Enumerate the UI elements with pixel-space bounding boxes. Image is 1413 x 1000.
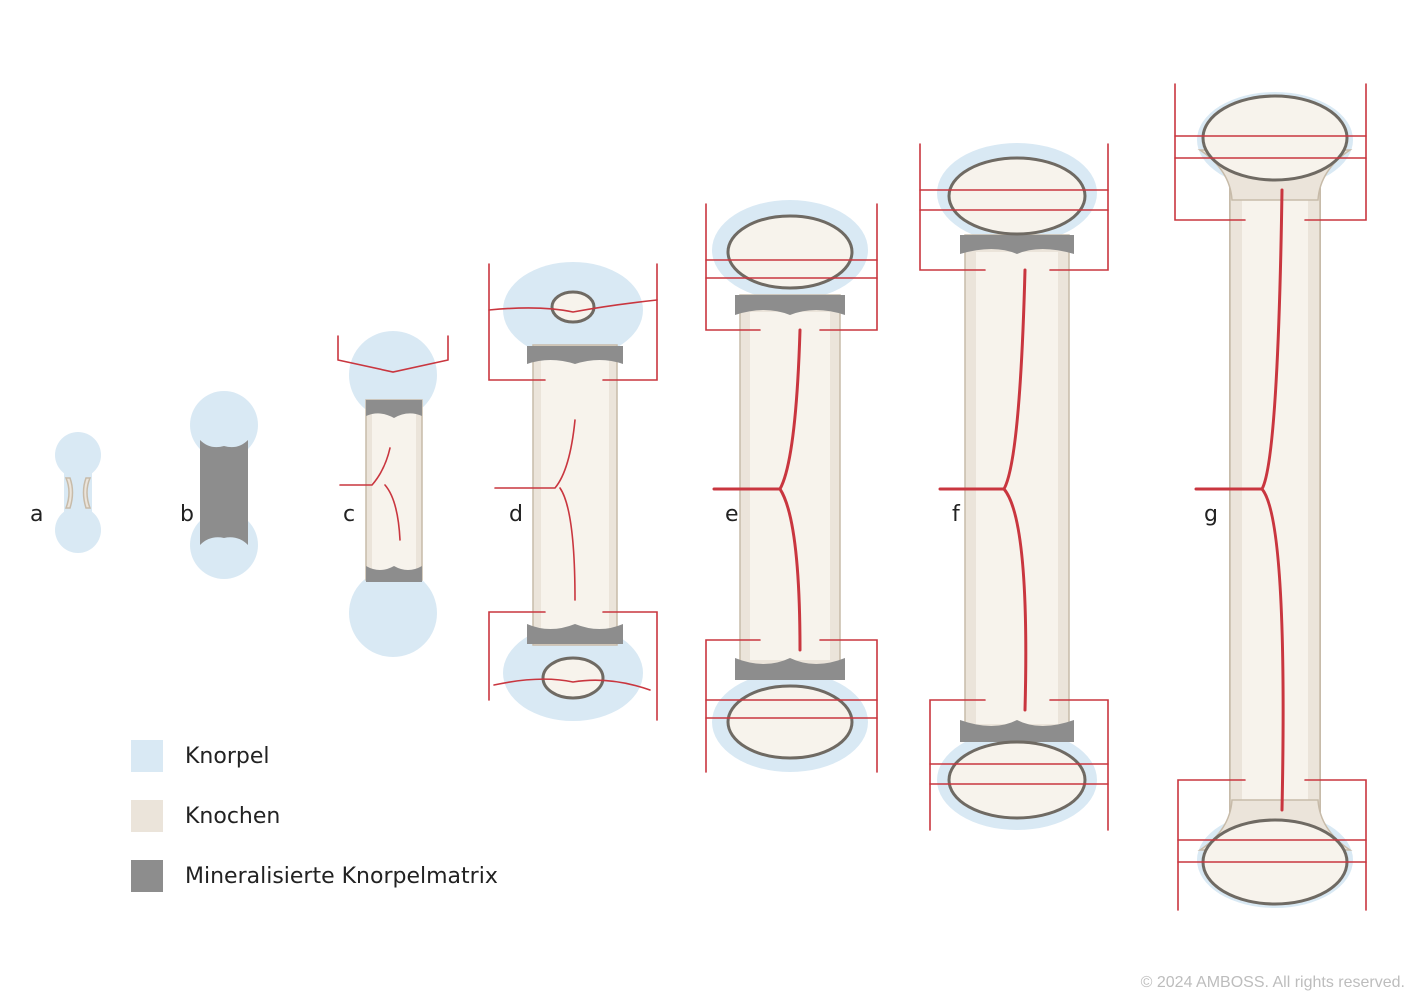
legend-item-cartilage: Knorpel xyxy=(131,740,270,772)
stage-g-bone xyxy=(1174,83,1367,911)
stage-label-g: g xyxy=(1204,502,1218,527)
mineralized-swatch xyxy=(131,860,163,892)
stage-c-bone xyxy=(337,331,449,657)
stage-label-c: c xyxy=(343,502,356,527)
stage-a-bone xyxy=(55,432,101,553)
stage-e-bone xyxy=(705,200,878,773)
copyright-notice: © 2024 AMBOSS. All rights reserved. xyxy=(1140,974,1405,991)
stage-label-a: a xyxy=(30,502,44,527)
stage-label-b: b xyxy=(180,502,194,527)
legend-label-cartilage: Knorpel xyxy=(185,743,270,769)
stage-b-bone xyxy=(190,391,258,579)
legend-label-bone: Knochen xyxy=(185,803,281,829)
stage-label-f: f xyxy=(952,502,960,527)
stage-d-bone xyxy=(488,262,658,721)
stage-label-e: e xyxy=(725,502,739,527)
legend-item-bone: Knochen xyxy=(131,800,280,832)
legend-label-mineralized: Mineralisierte Knorpelmatrix xyxy=(185,863,498,889)
bone-swatch xyxy=(131,800,163,832)
stage-label-d: d xyxy=(509,502,523,527)
cartilage-swatch xyxy=(131,740,163,772)
stage-f-bone xyxy=(919,143,1109,831)
legend-item-mineralized: Mineralisierte Knorpelmatrix xyxy=(131,860,498,892)
